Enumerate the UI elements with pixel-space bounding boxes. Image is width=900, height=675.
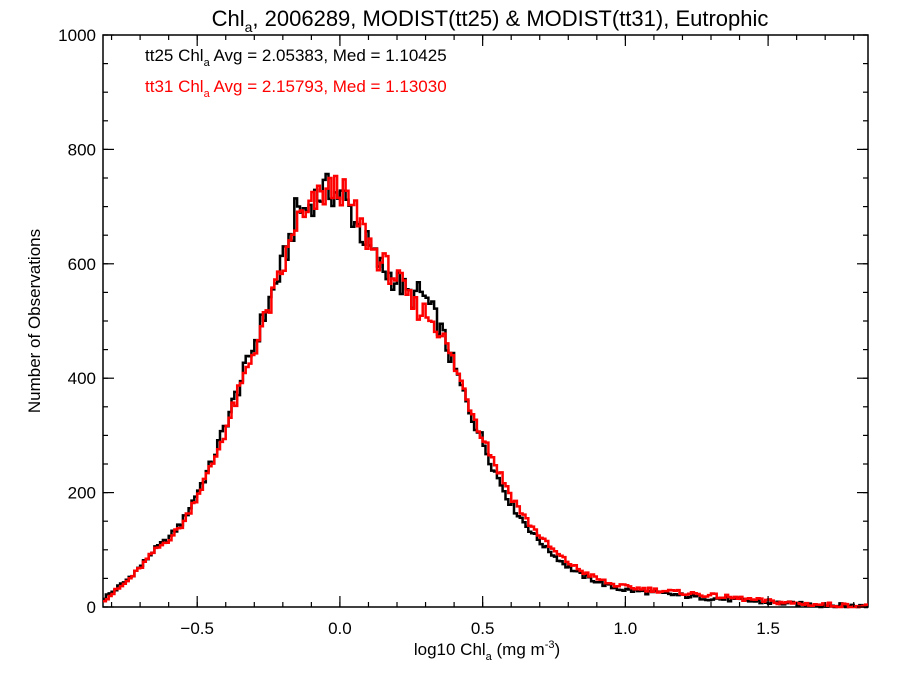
y-tick-label: 1000 [58,26,96,45]
x-tick-label: 0.5 [471,619,495,638]
x-tick-label: −0.5 [180,619,214,638]
y-tick-label: 0 [87,598,96,617]
tick-layer: −0.5 0.0 0.5 1.0 1.5 0 200 400 600 800 1000 [58,26,868,638]
series-layer [103,172,868,609]
y-axis-label: Number of Observations [25,229,44,413]
x-tick-label: 1.5 [756,619,780,638]
chart-title: Chla, 2006289, MODIST(tt25) & MODIST(tt3… [212,6,769,35]
legend-tt25: tt25 Chla Avg = 2.05383, Med = 1.10425 [145,46,447,69]
x-tick-label: 1.0 [614,619,638,638]
y-tick-label: 200 [68,484,96,503]
y-tick-label: 400 [68,369,96,388]
legend-tt31: tt31 Chla Avg = 2.15793, Med = 1.13030 [145,77,447,100]
y-tick-label: 800 [68,140,96,159]
x-axis-label: log10 Chla (mg m-3) [414,639,560,663]
series-line-tt25 [103,172,868,609]
series-line-tt31 [103,174,868,609]
plot-frame [102,34,869,608]
y-tick-label: 600 [68,255,96,274]
x-tick-label: 0.0 [328,619,352,638]
